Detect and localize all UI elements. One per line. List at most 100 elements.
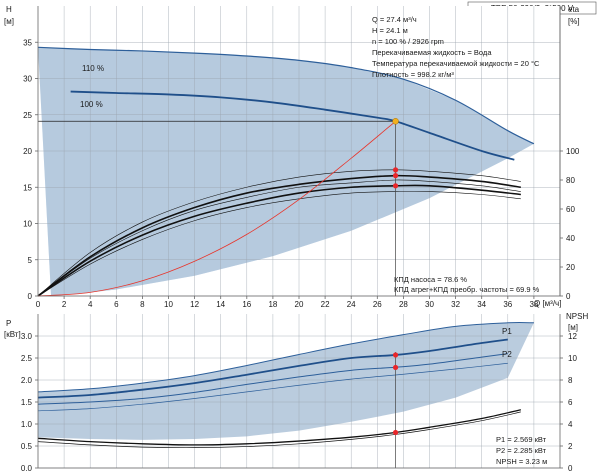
top-curve-eff_pump — [37, 174, 521, 297]
top-x-tick-label: 14 — [216, 300, 225, 309]
efficiency-point-3 — [392, 183, 399, 189]
bottom-yr-tick-label: 12 — [568, 332, 577, 341]
bottom-yr-tick-label: 8 — [568, 376, 573, 385]
bottom-axis-frame — [37, 314, 561, 469]
bottom-curve-p2 — [37, 353, 508, 405]
bottom-yl-tick-label: 0.0 — [21, 464, 33, 473]
top-ylabel-right: eta — [568, 5, 580, 14]
top-curves — [37, 46, 535, 297]
top-yl-tick-label: 30 — [23, 75, 32, 84]
npsh-point — [392, 429, 399, 436]
top-x-tick-label: 22 — [321, 300, 330, 309]
info-q: Q = 27.4 м³/ч — [372, 15, 417, 24]
bottom-yl-tick-label: 1.5 — [21, 398, 33, 407]
bottom-yl-tick-label: 0.5 — [21, 442, 33, 451]
top-x-tick-label: 36 — [503, 300, 512, 309]
top-yr-tick-label: 100 — [566, 147, 580, 156]
top-x-tick-label: 26 — [373, 300, 382, 309]
curve-label-110: 110 % — [82, 64, 104, 73]
curve-label-p2: P2 — [502, 350, 512, 359]
info-npsh: NPSH = 3.23 м — [496, 457, 547, 466]
top-points — [392, 118, 399, 189]
efficiency-info-block: КПД насоса = 78.6 % КПД агрег+КПД преобр… — [394, 275, 540, 294]
top-yr-tick-label: 20 — [566, 263, 575, 272]
top-x-tick-label: 8 — [140, 300, 145, 309]
top-x-tick-label: 24 — [347, 300, 356, 309]
info-p2: P2 = 2.285 кВт — [496, 446, 547, 455]
top-yl-tick-label: 0 — [28, 292, 33, 301]
top-x-tick-label: 4 — [88, 300, 93, 309]
top-yl-tick-label: 5 — [28, 256, 33, 265]
top-yl-tick-label: 35 — [23, 38, 32, 47]
top-x-tick-label: 38 — [529, 300, 538, 309]
top-curve-eff_mid — [37, 179, 521, 297]
info-temperature: Температура перекачиваемой жидкости = 20… — [372, 59, 540, 68]
p2-point — [392, 364, 399, 371]
bottom-ylabel-left: P — [6, 319, 11, 328]
top-yl-tick-label: 15 — [23, 183, 32, 192]
top-x-tick-label: 34 — [477, 300, 486, 309]
top-x-tick-label: 10 — [164, 300, 173, 309]
bottom-yr-tick-label: 2 — [568, 442, 573, 451]
info-pump-eff: КПД насоса = 78.6 % — [394, 275, 467, 284]
bottom-ylabel-left-unit: [кВт] — [4, 330, 21, 339]
top-region-inner — [38, 47, 534, 296]
bottom-ticks: 0.0 0.5 1.0 1.5 2.0 2.5 3.0 0 2 4 6 8 10 12 — [21, 332, 578, 473]
top-curve-head_100 — [70, 90, 515, 161]
top-yr-tick-label: 60 — [566, 205, 575, 214]
bottom-region — [38, 322, 534, 440]
info-liquid: Перекачиваемая жидкость = Вода — [372, 48, 492, 57]
top-ylabel-left: H — [6, 5, 12, 14]
bottom-yl-tick-label: 2.0 — [21, 376, 33, 385]
top-yr-tick-label: 0 — [566, 292, 571, 301]
info-p1: P1 = 2.569 кВт — [496, 435, 547, 444]
top-x-tick-label: 32 — [451, 300, 460, 309]
bottom-yr-tick-label: 10 — [568, 354, 577, 363]
curve-label-100: 100 % — [80, 100, 103, 109]
top-x-tick-label: 2 — [62, 300, 67, 309]
duty-point — [392, 118, 399, 125]
info-n: n = 100 % / 2926 rpm — [372, 37, 444, 46]
top-yl-tick-label: 10 — [23, 220, 32, 229]
bottom-ylabel-right-unit: [м] — [568, 323, 578, 332]
efficiency-point-1 — [392, 167, 399, 173]
info-density: Плотность = 998.2 кг/м³ — [372, 70, 454, 79]
top-x-tick-label: 18 — [268, 300, 277, 309]
bottom-ylabel-right: NPSH — [566, 312, 588, 321]
top-x-tick-label: 30 — [425, 300, 434, 309]
top-curve-head_max — [37, 46, 535, 145]
top-xlabel: Q [м³/ч] — [534, 299, 561, 308]
duty-info-block: Q = 27.4 м³/ч H = 24.1 м n = 100 % / 292… — [372, 15, 540, 79]
bottom-yr-tick-label: 4 — [568, 420, 573, 429]
top-x-tick-label: 16 — [242, 300, 251, 309]
bottom-yr-tick-label: 0 — [568, 464, 573, 473]
curve-label-p1: P1 — [502, 327, 512, 336]
top-curve-eff_lower — [37, 191, 521, 297]
bottom-curve-p_max — [37, 322, 534, 393]
bottom-operating-region — [38, 322, 534, 440]
top-curve-eff_total — [37, 184, 521, 297]
p1-point — [392, 352, 399, 358]
bottom-yl-tick-label: 1.0 — [21, 420, 33, 429]
top-ylabel-left-unit: [м] — [4, 17, 14, 26]
top-x-tick-label-zero: 0 — [36, 300, 41, 309]
head-efficiency-panel: 2 4 6 8 10 12 14 16 18 20 22 24 26 28 30 32 34 36 38005101… — [4, 5, 580, 309]
bottom-yr-tick-label: 6 — [568, 398, 573, 407]
top-x-tick-label: 6 — [114, 300, 119, 309]
top-yr-tick-label: 80 — [566, 176, 575, 185]
bottom-yl-tick-label: 3.0 — [21, 332, 33, 341]
top-x-tick-label: 20 — [295, 300, 304, 309]
top-x-tick-label: 28 — [399, 300, 408, 309]
bottom-yl-tick-label: 2.5 — [21, 354, 33, 363]
top-ylabel-right-unit: [%] — [568, 17, 580, 26]
top-yl-tick-label: 25 — [23, 111, 32, 120]
bottom-curves — [37, 322, 534, 468]
top-ticks: 2 4 6 8 10 12 14 16 18 20 22 24 26 28 30 32 34 36 38005101… — [23, 38, 580, 309]
efficiency-point-2 — [392, 173, 399, 179]
info-total-eff: КПД агрег+КПД преобр. частоты = 69.9 % — [394, 285, 540, 294]
power-info-block: P1 = 2.569 кВт P2 = 2.285 кВт NPSH = 3.2… — [496, 435, 547, 466]
power-npsh-panel: 0.0 0.5 1.0 1.5 2.0 2.5 3.0 0 2 4 6 8 10 12 P [кВт] N… — [4, 312, 588, 473]
top-curve-eff_upper — [37, 169, 521, 297]
info-h: H = 24.1 м — [372, 26, 408, 35]
